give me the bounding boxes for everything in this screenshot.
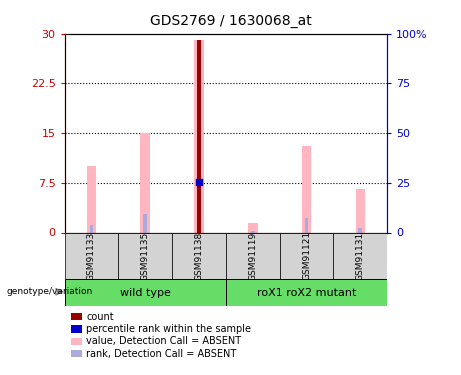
Bar [194,40,204,232]
Bar [305,218,308,232]
Text: GSM91119: GSM91119 [248,231,257,280]
Bar [172,232,226,279]
Bar [355,189,365,232]
Bar [301,146,311,232]
Bar [118,232,172,279]
Text: percentile rank within the sample: percentile rank within the sample [86,324,251,334]
Text: GSM91131: GSM91131 [356,231,365,280]
Text: roX1 roX2 mutant: roX1 roX2 mutant [257,288,356,297]
Bar [89,225,93,232]
Bar [65,232,118,279]
Bar [143,214,147,232]
Text: GSM91133: GSM91133 [87,231,96,280]
Text: GDS2769 / 1630068_at: GDS2769 / 1630068_at [150,13,311,28]
Text: count: count [86,312,114,321]
Bar [65,279,226,306]
Point [195,179,203,185]
Bar [226,232,280,279]
Bar [197,182,201,232]
Bar [248,223,258,232]
Text: GSM91138: GSM91138 [195,231,203,280]
Text: rank, Detection Call = ABSENT: rank, Detection Call = ABSENT [86,349,236,358]
Text: value, Detection Call = ABSENT: value, Detection Call = ABSENT [86,336,241,346]
Bar [333,232,387,279]
Bar [87,166,96,232]
Bar [197,40,201,232]
Bar [359,228,362,232]
Text: genotype/variation: genotype/variation [7,287,93,296]
Bar [251,231,254,232]
Text: wild type: wild type [120,288,171,297]
Text: GSM91135: GSM91135 [141,231,150,280]
Bar [226,279,387,306]
Text: GSM91121: GSM91121 [302,231,311,280]
Bar [280,232,333,279]
Bar [140,133,150,232]
